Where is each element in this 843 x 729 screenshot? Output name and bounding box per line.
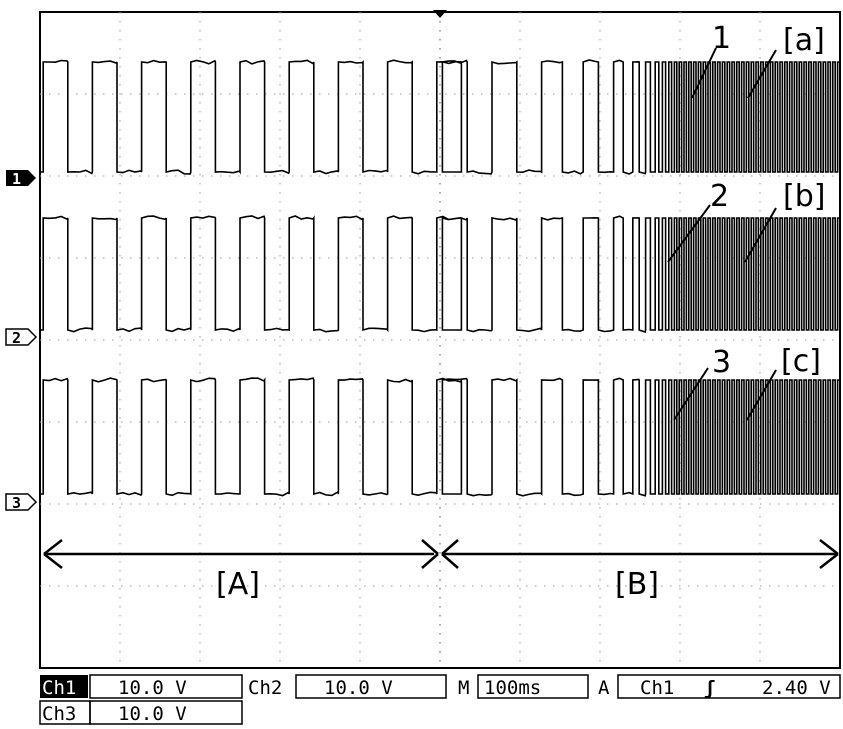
- trace-channel-3: [40, 377, 841, 497]
- channel-2-marker: 2: [5, 328, 38, 347]
- trigger-slope-icon: ʃ: [704, 677, 715, 699]
- region-a-label: [A]: [216, 567, 260, 602]
- ch3-scale: 10.0 V: [118, 703, 187, 725]
- annotation-label-c: [c]: [781, 344, 821, 379]
- timebase-label: M: [458, 677, 469, 699]
- status-bar: Ch1 10.0 V Ch2 10.0 V M 100ms A Ch1 ʃ 2.…: [39, 674, 841, 725]
- region-b-label: [B]: [615, 567, 659, 602]
- annotation-leader-b: [744, 207, 777, 263]
- channel-3-marker-label: 3: [12, 494, 21, 512]
- ch3-label: Ch3: [42, 703, 76, 725]
- trace-channel-2: [40, 215, 841, 334]
- channel-1-marker-label: 1: [12, 170, 21, 188]
- channel-markers: 1 2 3: [5, 170, 38, 512]
- annotation-label-b: [b]: [783, 179, 825, 214]
- trigger-label: A: [598, 677, 610, 699]
- ch1-label: Ch1: [42, 677, 76, 699]
- trigger-box: [617, 674, 841, 699]
- annotation-label-a: [a]: [783, 23, 825, 58]
- channel-1-marker: 1: [6, 170, 36, 188]
- trigger-position-marker: [433, 10, 447, 18]
- waveform-traces: [40, 59, 841, 497]
- channel-3-marker: 3: [5, 493, 38, 512]
- timebase-box: [477, 674, 589, 699]
- ch2-label: Ch2: [248, 677, 282, 699]
- region-b-arrow: [441, 539, 839, 569]
- ch2-scale: 10.0 V: [324, 677, 393, 699]
- trace-annotations: 1 [a] 2 [b] 3 [c]: [667, 21, 825, 421]
- annotation-label-3: 3: [712, 345, 731, 380]
- ch3-scale-box: [89, 700, 243, 725]
- trigger-level: 2.40 V: [762, 677, 831, 699]
- annotation-leader-a: [747, 49, 777, 99]
- timebase-value: 100ms: [484, 677, 541, 699]
- channel-2-marker-label: 2: [12, 329, 21, 347]
- annotation-leader-2: [667, 204, 711, 263]
- annotation-leader-1: [691, 47, 717, 99]
- ch1-label-bg: [40, 675, 88, 698]
- ch2-scale-box: [295, 674, 447, 699]
- graticule-grid: [40, 12, 840, 668]
- annotation-leader-3: [673, 367, 709, 421]
- annotation-label-1: 1: [712, 21, 731, 56]
- trigger-source: Ch1: [640, 677, 674, 699]
- ch1-scale: 10.0 V: [118, 677, 187, 699]
- trace-channel-1: [40, 59, 841, 175]
- region-a-arrow: [43, 539, 439, 569]
- annotation-label-2: 2: [710, 179, 729, 214]
- annotation-leader-c: [746, 369, 777, 421]
- ch1-scale-box: [89, 674, 243, 699]
